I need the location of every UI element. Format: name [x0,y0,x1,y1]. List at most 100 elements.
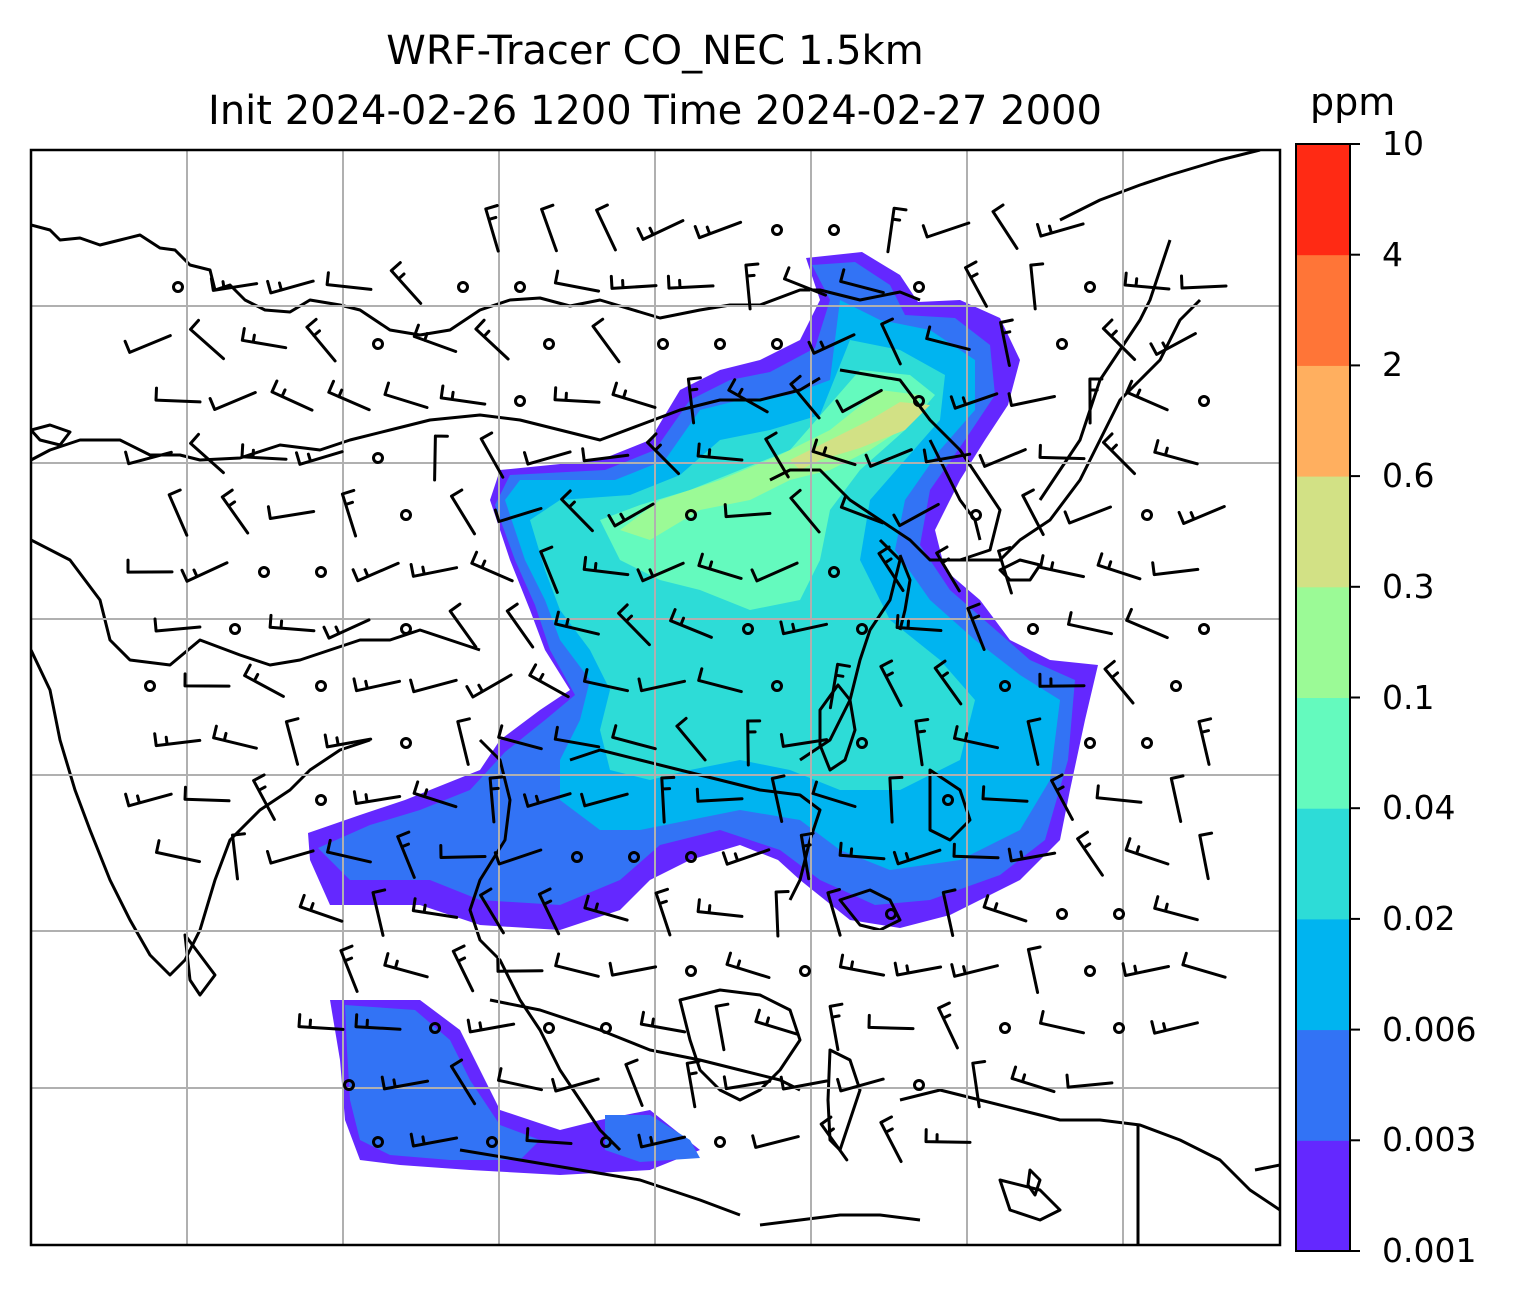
wind-barb [1010,1065,1056,1094]
wind-barb [326,838,372,864]
wind-barb [1103,659,1135,705]
wind-barb [1026,945,1042,994]
wind-barb [126,558,174,574]
wind-barb [167,488,189,537]
wind-barb [1125,379,1169,412]
calm-wind-marker [771,680,783,692]
calm-wind-marker [1056,908,1068,920]
wind-barb [340,488,358,538]
wind-barb [1125,607,1169,640]
wind-barb [608,961,658,977]
wind-barb [439,384,487,406]
calm-wind-marker [771,338,783,350]
colorbar [1296,143,1360,1252]
wind-barb [553,725,601,749]
wind-barbs [123,203,1228,1163]
wind-barb [789,374,821,420]
calm-wind-marker [1113,908,1125,920]
wind-barb [553,269,601,293]
wind-barb [1095,784,1143,804]
wind-barb [789,488,821,534]
calm-wind-marker [372,338,384,350]
wind-barb [155,839,201,864]
wind-barb [352,677,401,693]
wind-barb [877,545,905,592]
calm-wind-marker [742,623,754,635]
wind-barb [322,618,371,640]
wind-barb [999,318,1014,367]
wind-barb [1007,392,1056,407]
wind-barb [1021,488,1045,536]
wind-barb [779,733,829,748]
colorbar-tick-label: 0.02 [1382,898,1456,938]
wind-barb [886,206,908,254]
wind-barb [1039,1010,1085,1035]
wind-barb [1150,1020,1199,1035]
wind-barb [838,841,886,861]
calm-wind-marker [714,338,726,350]
wind-barb [950,963,999,978]
wind-barb [252,773,276,821]
wind-barb [828,1002,844,1052]
wind-barb [1065,1073,1114,1089]
wind-barb [807,333,856,355]
wind-barb [723,503,772,519]
wind-barb [124,450,173,466]
wind-barb [153,617,202,633]
colorbar-segment [1296,586,1350,698]
calm-wind-marker [1141,737,1153,749]
wind-barb [1038,443,1086,461]
wind-barb [523,792,572,808]
wind-barb [978,448,1027,468]
wind-barb [966,602,986,651]
wind-barb [412,323,458,353]
wind-barb [1149,332,1197,356]
wind-barb [240,443,288,461]
wind-barb [1121,962,1170,977]
wind-barb [839,494,885,525]
calm-wind-marker [1084,965,1096,977]
wind-barb [412,780,458,809]
wind-barb [1067,611,1113,636]
wind-barb [497,724,543,751]
wind-barb [964,260,988,308]
wind-barb [153,732,202,748]
wind-barb [654,887,672,937]
wind-barb [1169,774,1185,823]
wind-barb [1151,561,1200,577]
wind-barb [581,447,630,463]
wind-barb [1102,432,1136,476]
wind-barb [828,662,851,710]
calm-wind-marker [343,1079,355,1091]
wind-barb [189,318,225,361]
wind-barb [493,848,543,866]
wind-barb [660,775,676,824]
wind-barb [537,887,561,936]
wind-barb [714,1002,730,1052]
calm-wind-marker [856,623,868,635]
calm-wind-marker [885,908,897,920]
wind-barb [183,785,231,803]
wind-barb [722,1075,772,1091]
wind-barb [220,488,250,535]
wind-barb [268,613,316,633]
colorbar-segment [1296,365,1350,477]
wind-barb [582,555,630,577]
wind-barb [1036,222,1085,238]
wind-barb [1038,672,1086,688]
wind-barb [693,220,743,240]
wind-barb [1076,830,1104,877]
wind-barb [124,792,173,808]
calm-wind-marker [828,566,840,578]
wind-barb [439,844,487,859]
calm-wind-marker [172,281,184,293]
colorbar-tick-label: 4 [1382,234,1403,274]
wind-barb [981,785,1029,803]
wind-barb [189,432,225,475]
calm-wind-marker [315,680,327,692]
wind-barb [925,325,971,351]
calm-wind-marker [685,851,697,863]
calm-wind-marker [400,623,412,635]
calm-wind-marker [1084,737,1096,749]
wind-barb [1197,717,1213,766]
